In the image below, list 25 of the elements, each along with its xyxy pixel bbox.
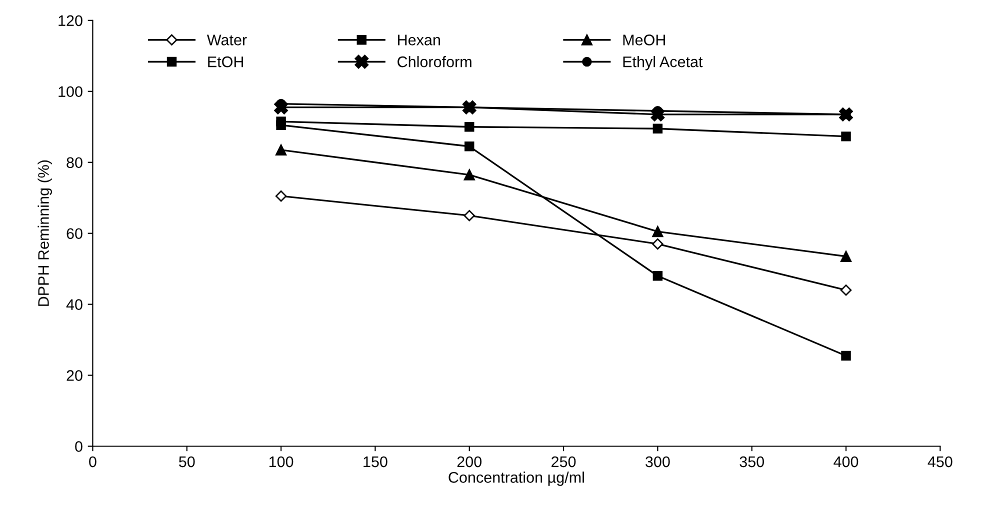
legend-label: Water xyxy=(206,34,247,46)
x-tick-label: 200 xyxy=(457,456,482,468)
x-tick-label: 50 xyxy=(178,456,195,468)
x-tick-label: 150 xyxy=(364,456,388,468)
x-tick-label: 100 xyxy=(269,456,294,468)
x-tick-label: 400 xyxy=(834,456,858,468)
x-axis-title: Concentration µg/ml xyxy=(448,472,584,486)
y-tick-label: 120 xyxy=(58,15,82,26)
legend-label: EtOH xyxy=(208,56,244,68)
y-tick-label: 80 xyxy=(66,157,82,168)
x-tick-label: 300 xyxy=(646,456,670,468)
x-tick-label: 0 xyxy=(89,456,96,468)
y-tick-label: 60 xyxy=(66,228,82,240)
legend-label: Hexan xyxy=(398,34,440,46)
y-tick-label: 100 xyxy=(58,86,82,98)
y-axis-title: DPPH Reminning (%) xyxy=(38,160,52,306)
x-tick-label: 350 xyxy=(740,456,764,468)
y-tick-label: 40 xyxy=(66,299,82,310)
y-tick-label: 20 xyxy=(66,370,82,381)
x-tick-label: 250 xyxy=(552,456,576,468)
y-tick-label: 0 xyxy=(75,441,82,452)
legend-label: MeOH xyxy=(623,34,665,46)
x-tick-label: 450 xyxy=(928,456,952,468)
legend-label: Ethyl Acetat xyxy=(623,56,703,70)
legend-label: Chloroform xyxy=(398,56,472,68)
